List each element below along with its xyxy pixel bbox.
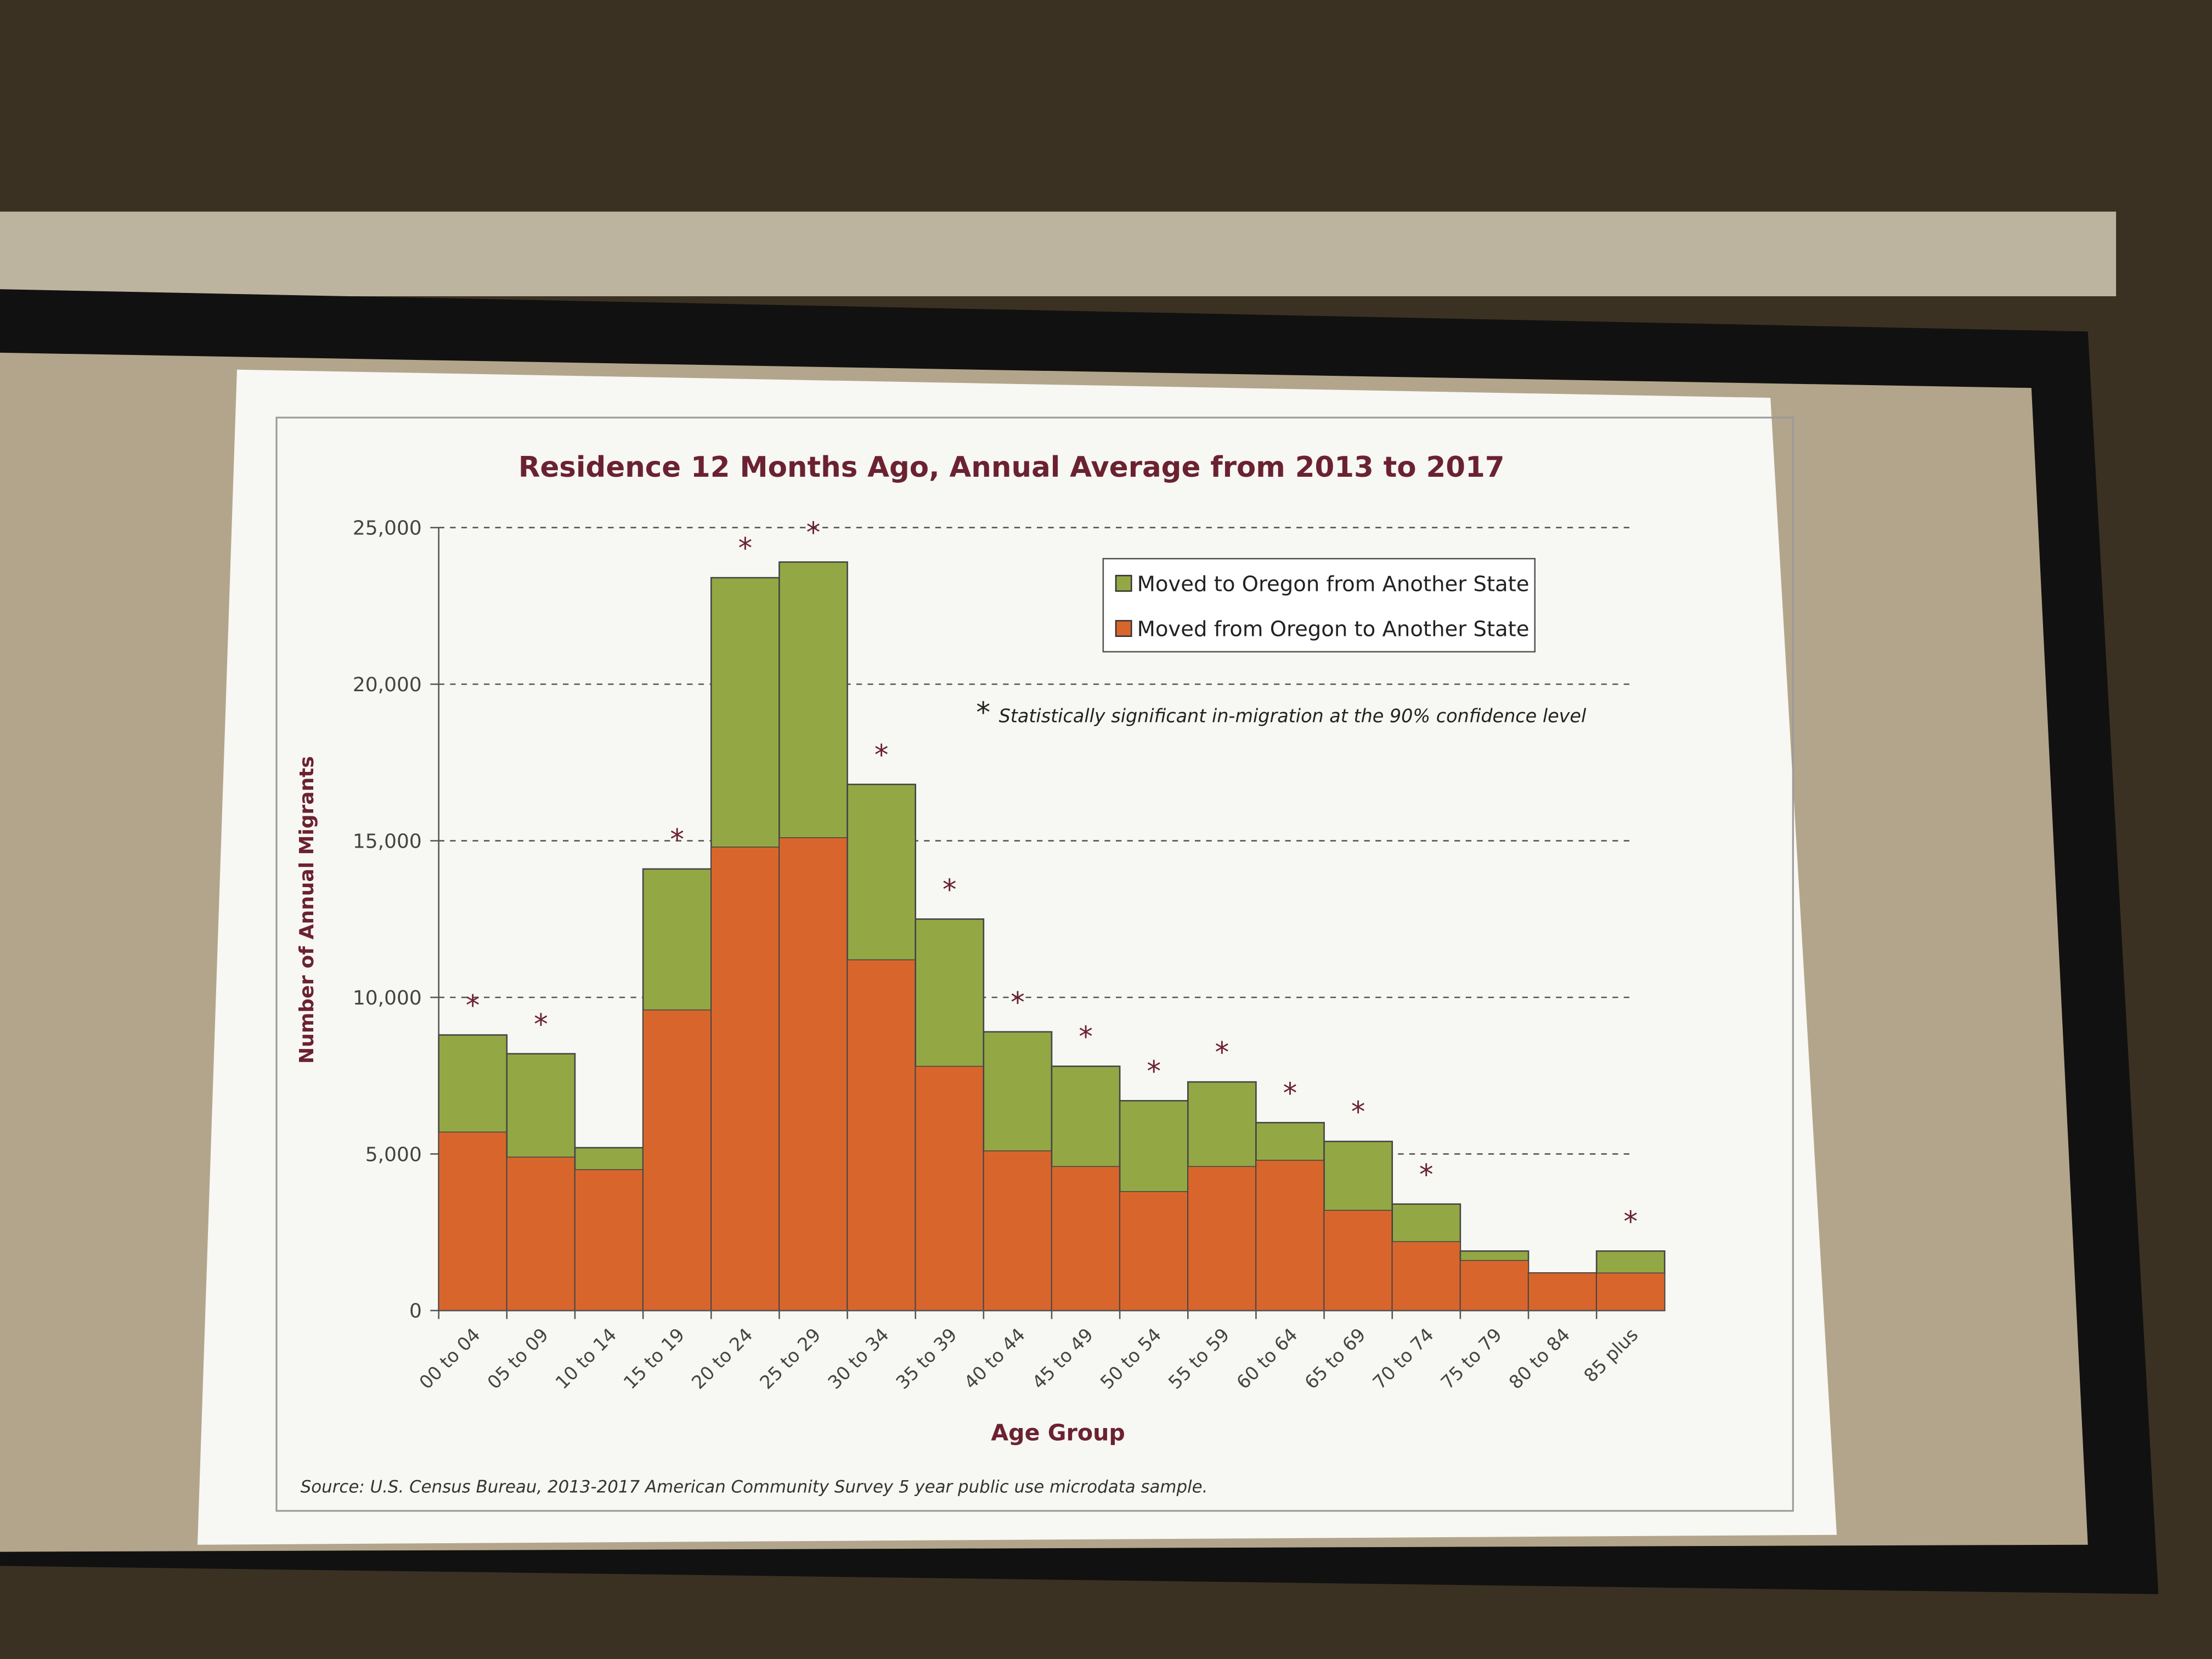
y-tick-label: 0 [409,1300,422,1323]
chart-title: Residence 12 Months Ago, Annual Average … [518,451,1505,484]
y-tick-label: 10,000 [353,987,422,1009]
legend-box [1102,558,1536,653]
bar-out-migration [847,959,916,1311]
significance-marker: * [1351,1096,1365,1129]
bar-out-migration [642,1009,712,1311]
significance-marker: * [466,990,480,1023]
bar-out-migration [506,1156,575,1311]
bar-out-migration [710,847,780,1311]
annotation-text: Statistically significant in-migration a… [999,706,1587,727]
bar-out-migration [1596,1272,1666,1311]
significance-marker: * [738,532,753,565]
significance-marker: * [1419,1159,1434,1192]
bar-out-migration [438,1131,507,1311]
bar-out-migration [983,1150,1052,1311]
bar-out-migration [1255,1160,1325,1311]
bar-out-migration [1391,1241,1461,1311]
significance-marker: * [1147,1055,1161,1088]
bar-out-migration [574,1169,644,1311]
legend: Moved to Oregon from Another State Moved … [1102,558,1536,653]
bar-out-migration [1051,1166,1120,1311]
bar-out-migration [1528,1272,1597,1311]
significance-marker: * [1215,1036,1229,1069]
legend-label: Moved to Oregon from Another State [1137,572,1530,596]
bar-out-migration [915,1065,984,1311]
bar-out-migration [1460,1260,1529,1311]
bar-out-migration [1323,1210,1393,1311]
significance-marker: * [943,873,957,906]
significance-marker: * [874,739,889,772]
significance-marker: * [1079,1021,1093,1054]
source-note: Source: U.S. Census Bureau, 2013-2017 Am… [301,1477,1208,1497]
significance-marker: * [670,823,684,856]
legend-label: Moved from Oregon to Another State [1137,617,1530,642]
chart-frame [275,416,1794,1512]
bar-out-migration [1119,1191,1189,1311]
y-tick-label: 20,000 [353,674,422,696]
significance-marker: * [806,517,821,550]
bar-out-migration [1187,1166,1257,1311]
significance-marker: * [534,1008,548,1041]
significance-marker: * [1623,1205,1638,1238]
bar-out-migration [778,837,848,1311]
significance-marker: * [1011,986,1025,1019]
screen-housing [0,211,2117,296]
y-axis-label: Number of Annual Migrants [296,756,318,1064]
y-tick-label: 15,000 [353,830,422,853]
x-axis-label: Age Group [991,1419,1125,1446]
annotation-marker: * [976,697,990,730]
legend-swatch [1115,574,1132,592]
y-tick-label: 5,000 [365,1143,422,1166]
legend-swatch [1115,620,1132,637]
significance-marker: * [1283,1077,1297,1110]
y-tick-label: 25,000 [353,517,422,540]
